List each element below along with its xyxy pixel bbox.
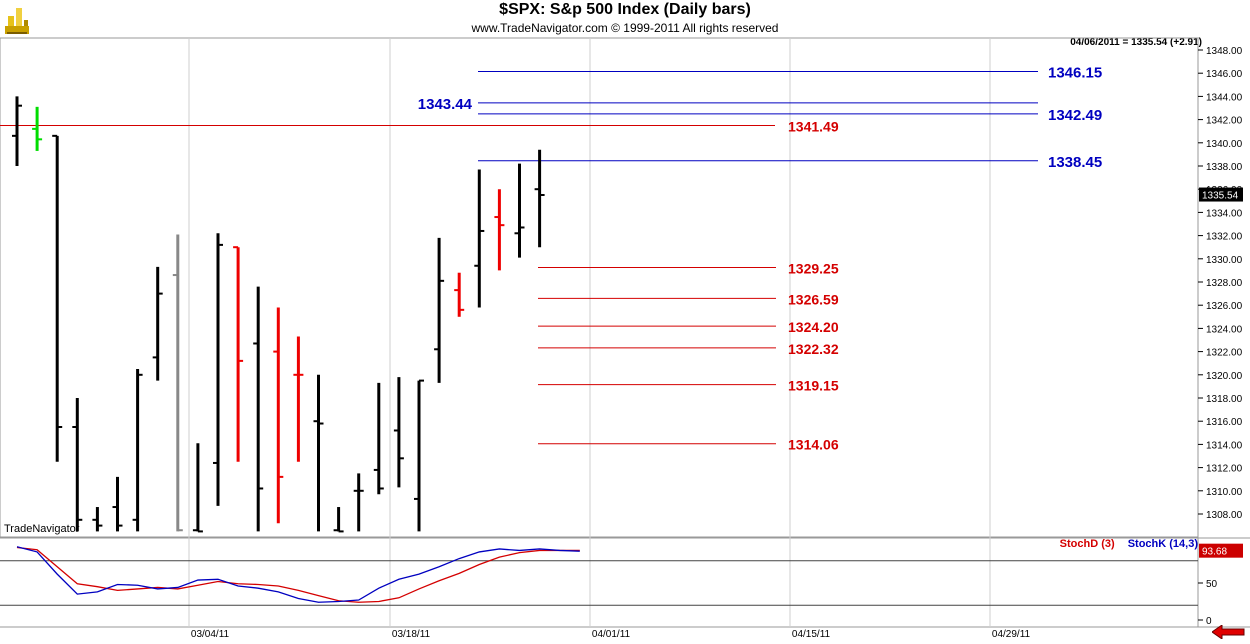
price-tick-label: 1308.00 [1206,510,1243,521]
ohlc-bar [534,149,545,248]
last-price-label: 1335.54 [1202,191,1239,202]
stoch-k-legend: StochK (14,3) [1127,538,1198,550]
ohlc-bar [393,377,404,488]
level-label: 1341.49 [788,119,839,135]
date-axis: 03/04/11 03/18/11 04/01/11 04/15/11 04/29/11 [191,629,1031,640]
price-tick-label: 1334.00 [1206,208,1243,219]
ohlc-bar [293,336,304,462]
stoch-d-line [16,546,580,603]
price-tick-label: 1314.00 [1206,440,1243,451]
last-price-tag [1199,187,1243,202]
level-label: 1319.15 [788,378,839,394]
level-label: 1338.45 [1048,154,1102,171]
price-tick-label: 1320.00 [1206,371,1243,382]
ohlc-bar [12,96,22,166]
ohlc-bar [434,237,445,383]
stochastic-panel: 50 0 93.68 [0,543,1243,627]
price-tick-label: 1338.00 [1206,162,1243,173]
price-axis: 1348.00 1346.00 1344.00 1342.00 1340.00 1338.… [1198,46,1243,521]
ohlc-bar [213,233,223,506]
chart-title: $SPX: S&p 500 Index (Daily bars) [499,1,751,18]
ohlc-bar [414,379,424,532]
ohlc-bar [333,507,344,533]
ohlc-bar [92,507,103,532]
copyright-text: www.TradeNavigator.com © 1999-2011 All r… [471,21,779,35]
price-tick-label: 1340.00 [1206,139,1243,150]
ohlc-bar [373,382,384,495]
ohlc-bar [152,266,163,381]
level-label: 1342.49 [1048,107,1102,124]
price-tick-label: 1316.00 [1206,417,1243,428]
level-label: 1322.32 [788,341,839,357]
level-label: 1329.25 [788,261,839,277]
ohlc-bar [72,398,83,532]
price-tick-label: 1346.00 [1206,69,1243,80]
stoch-tick-label: 50 [1206,579,1218,590]
price-frame [0,37,1199,538]
date-tick-label: 04/15/11 [792,629,831,640]
price-tick-label: 1326.00 [1206,301,1243,312]
level-label: 1324.20 [788,319,839,335]
price-tick-label: 1324.00 [1206,324,1243,335]
ohlc-bar [192,443,203,533]
ohlc-bar [112,476,123,532]
trade-navigator-logo-icon [2,2,32,36]
level-label: 1314.06 [788,437,839,453]
date-tick-label: 04/29/11 [992,629,1031,640]
price-tick-label: 1310.00 [1206,487,1243,498]
price-readout: 04/06/2011 = 1335.54 (+2.91) [1070,37,1202,48]
ohlc-bars [12,96,545,533]
price-tick-label: 1322.00 [1206,348,1243,359]
stoch-tick-label: 0 [1206,616,1212,627]
date-tick-label: 03/18/11 [392,629,431,640]
price-tick-label: 1318.00 [1206,394,1243,405]
ohlc-bar [353,473,364,532]
price-tick-label: 1330.00 [1206,255,1243,266]
level-label: 1346.15 [1048,64,1102,81]
stoch-value-label: 93.68 [1202,547,1227,558]
ohlc-bar [474,169,485,308]
price-tick-label: 1332.00 [1206,232,1243,243]
grid [0,37,1250,628]
ohlc-bar [32,106,43,151]
price-tick-label: 1312.00 [1206,464,1243,475]
stoch-value-tag [1199,543,1243,558]
watermark-text: TradeNavigator [4,523,80,535]
ohlc-bar [132,369,143,532]
level-label: 1343.44 [418,96,473,113]
ohlc-bar [172,234,183,532]
price-tick-label: 1344.00 [1206,92,1243,103]
stoch-k-line [16,546,580,603]
ohlc-bar [253,286,264,532]
ohlc-bar [233,246,244,462]
stoch-legend: StochD (3) StochK (14,3) [1060,538,1198,550]
ohlc-bar [273,307,284,524]
price-tick-label: 1328.00 [1206,278,1243,289]
ohlc-bar [514,163,525,258]
price-tick-label: 1348.00 [1206,46,1243,57]
date-tick-label: 04/01/11 [592,629,631,640]
price-tick-label: 1342.00 [1206,116,1243,127]
ohlc-bar [313,374,324,532]
ohlc-bar [454,272,465,317]
level-lines: 1346.15 1343.44 1342.49 1341.49 1338.45 1329.… [0,64,1102,453]
ohlc-bar [494,189,505,271]
date-tick-label: 03/04/11 [191,629,230,640]
red-left-arrow-icon[interactable] [1211,624,1246,640]
level-label: 1326.59 [788,291,839,307]
ohlc-bar [52,134,63,462]
stoch-d-legend: StochD (3) [1059,538,1115,550]
